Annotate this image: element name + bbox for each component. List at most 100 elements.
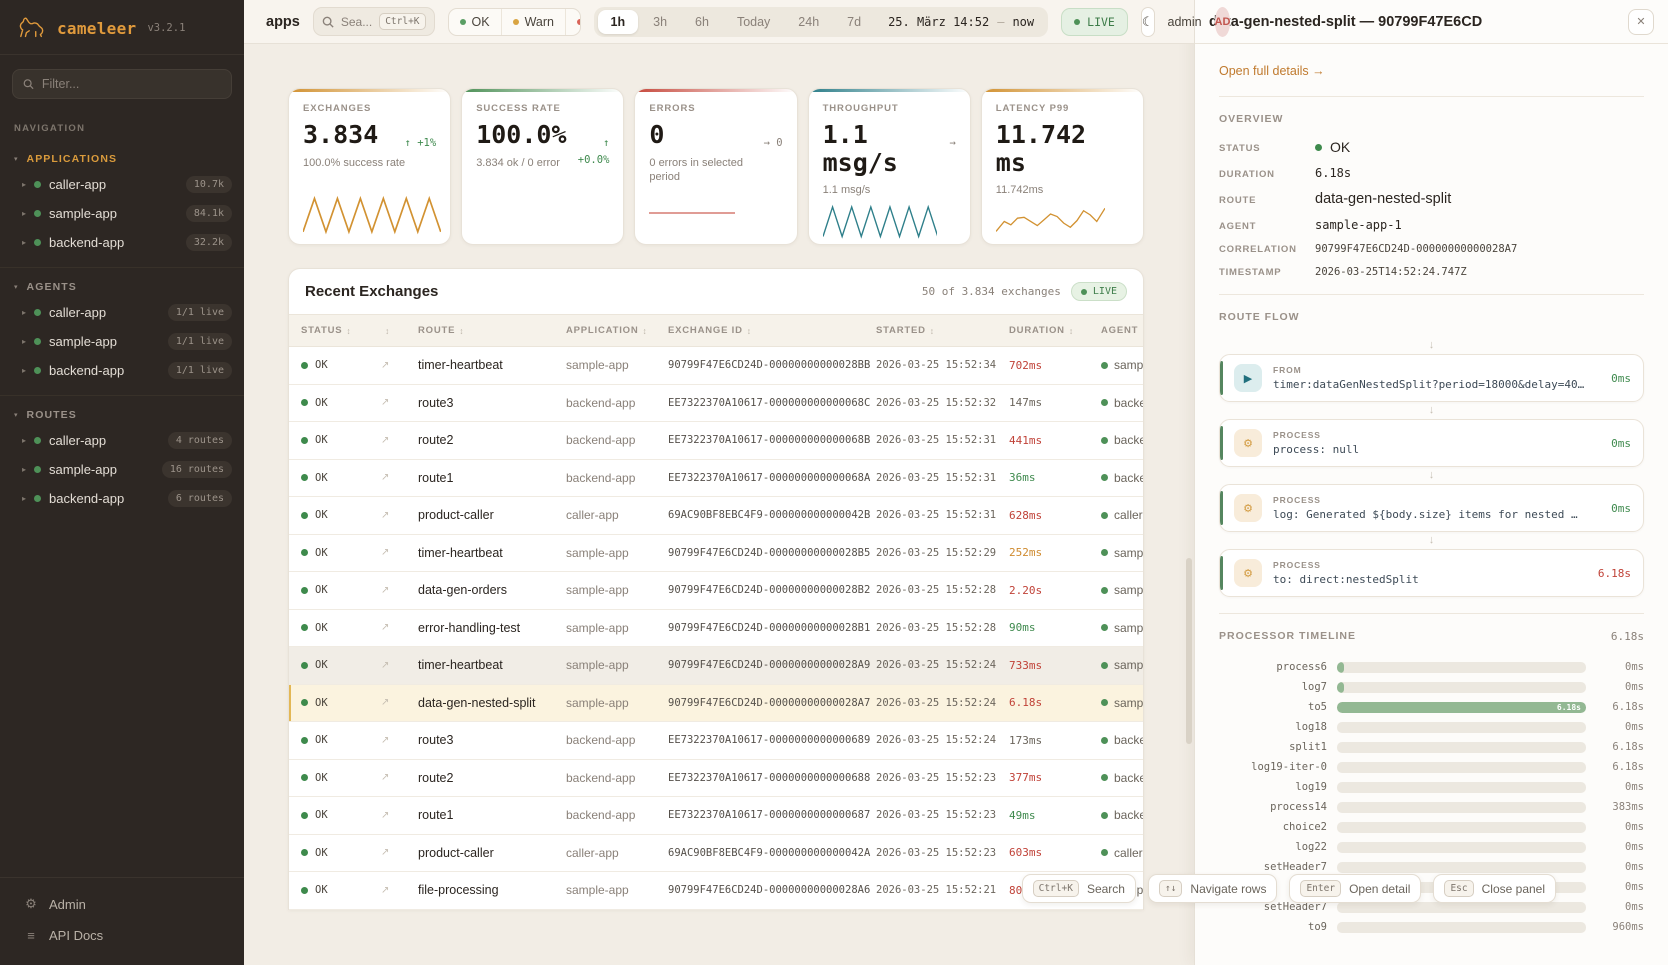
status-filter[interactable]: E xyxy=(566,9,580,35)
sort-icon: ↕ xyxy=(459,325,465,336)
flow-step-card[interactable]: ▶ FROM timer:dataGenNestedSplit?period=1… xyxy=(1219,354,1644,402)
theme-toggle-button[interactable]: ☾ xyxy=(1140,6,1155,37)
timeline-row[interactable]: log18 0ms xyxy=(1219,717,1644,737)
sidebar-item-route[interactable]: ▸ caller-app 4 routes xyxy=(0,426,244,455)
flow-step-card[interactable]: ⚙ PROCESS log: Generated ${body.size} it… xyxy=(1219,484,1644,532)
chevron-down-icon: ▾ xyxy=(14,412,18,419)
time-range-button[interactable]: 3h xyxy=(653,14,668,29)
kpi-card-errors[interactable]: ERRORS 0 → 0 0 errors in selected period xyxy=(634,88,798,245)
timeline-row[interactable]: to5 6.18s 6.18s xyxy=(1219,697,1644,717)
column-header[interactable]: AGENT xyxy=(1101,325,1139,336)
kpi-card-exchanges[interactable]: EXCHANGES 3.834 ↑ +1% 100.0% success rat… xyxy=(288,88,452,245)
timeline-row[interactable]: log22 0ms xyxy=(1219,837,1644,857)
table-row[interactable]: OK ↗ file-processing sample-app 90799F47… xyxy=(289,872,1143,910)
timeline-row[interactable]: choice2 0ms xyxy=(1219,817,1644,837)
agent-dot-icon xyxy=(1101,811,1108,819)
nav-section-header-agents[interactable]: ▾ AGENTS xyxy=(0,276,244,298)
avatar[interactable]: AD xyxy=(1214,6,1231,37)
time-range-button[interactable]: 1h xyxy=(597,9,639,34)
timeline-row[interactable]: log7 0ms xyxy=(1219,677,1644,697)
kpi-card-throughput[interactable]: THROUGHPUT 1.1 msg/s → 1.1 msg/s xyxy=(807,88,971,245)
time-range-button[interactable]: 6h xyxy=(695,14,709,29)
status-filter[interactable]: OK xyxy=(449,8,502,35)
table-row[interactable]: OK ↗ route2 backend-app EE7322370A10617-… xyxy=(289,760,1143,797)
keyboard-shortcut: Ctrl+K Search xyxy=(1021,874,1136,903)
table-row[interactable]: OK ↗ data-gen-orders sample-app 90799F47… xyxy=(289,572,1143,610)
column-header[interactable]: STATUS ↕ xyxy=(301,325,352,336)
kpi-card-success-rate[interactable]: SUCCESS RATE 100.0% ↑ +0.0% 3.834 ok / 0… xyxy=(461,88,625,245)
sidebar-item-agent[interactable]: ▸ sample-app 1/1 live xyxy=(0,327,244,356)
column-header[interactable]: ROUTE ↕ xyxy=(418,325,465,336)
sidebar-filter-input[interactable] xyxy=(41,77,221,91)
overview-row: DURATION 6.18s xyxy=(1219,166,1644,180)
exchange-count: 50 of 3.834 exchanges xyxy=(921,285,1061,298)
timeline-row[interactable]: setHeader7 0ms xyxy=(1219,857,1644,877)
status-dot-icon xyxy=(34,367,42,374)
flow-step-card[interactable]: ⚙ PROCESS process: null 0ms xyxy=(1219,419,1644,467)
sidebar-item-application[interactable]: ▸ backend-app 32.2k xyxy=(0,228,244,257)
table-row[interactable]: OK ↗ timer-heartbeat sample-app 90799F47… xyxy=(289,647,1143,685)
live-toggle-button[interactable]: LIVE xyxy=(1061,7,1128,36)
timeline-row[interactable]: log19 0ms xyxy=(1219,777,1644,797)
table-row[interactable]: OK ↗ data-gen-nested-split sample-app 90… xyxy=(289,684,1143,722)
timeline-row[interactable]: process14 383ms xyxy=(1219,797,1644,817)
time-range-button[interactable]: Today xyxy=(736,14,771,29)
nav-section-title: ROUTES xyxy=(26,409,77,421)
table-row[interactable]: OK ↗ timer-heartbeat sample-app 90799F47… xyxy=(289,535,1143,572)
flow-step: ↓ ▶ FROM timer:dataGenNestedSplit?period… xyxy=(1219,337,1644,402)
table-row[interactable]: OK ↗ route3 backend-app EE7322370A10617-… xyxy=(289,722,1143,760)
table-row[interactable]: OK ↗ route3 backend-app EE7322370A10617-… xyxy=(289,385,1143,422)
timeline-row[interactable]: split1 6.18s xyxy=(1219,737,1644,757)
routes-badge: 4 routes xyxy=(167,432,232,449)
sidebar-item-application[interactable]: ▸ sample-app 84.1k xyxy=(0,199,244,228)
route-cell: product-caller xyxy=(418,508,494,523)
sidebar-item-application[interactable]: ▸ caller-app 10.7k xyxy=(0,170,244,199)
route-cell: timer-heartbeat xyxy=(418,545,503,560)
sidebar-filter[interactable] xyxy=(12,69,232,99)
kpi-value: 11.742 ms xyxy=(995,120,1087,177)
timeline-row[interactable]: process6 0ms xyxy=(1219,657,1644,677)
table-row[interactable]: OK ↗ error-handling-test sample-app 9079… xyxy=(289,610,1143,647)
timeline-row[interactable]: setHeader7 0ms xyxy=(1219,897,1644,917)
table-row[interactable]: OK ↗ product-caller caller-app 69AC90BF8… xyxy=(289,835,1143,872)
sidebar-item-route[interactable]: ▸ backend-app 6 routes xyxy=(0,484,244,513)
agent-dot-icon xyxy=(1101,736,1108,744)
column-header[interactable]: EXCHANGE ID ↕ xyxy=(668,325,752,336)
timeline-row[interactable]: to9 960ms xyxy=(1219,917,1644,937)
table-row[interactable]: OK ↗ timer-heartbeat sample-app 90799F47… xyxy=(289,347,1143,385)
status-filter[interactable]: Warn xyxy=(502,8,566,35)
sidebar-item-route[interactable]: ▸ sample-app 16 routes xyxy=(0,455,244,484)
timeline-row[interactable]: log19-iter-0 6.18s xyxy=(1219,757,1644,777)
flow-step-card[interactable]: ⚙ PROCESS to: direct:nestedSplit 6.18s xyxy=(1219,549,1644,597)
table-row[interactable]: OK ↗ route1 backend-app EE7322370A10617-… xyxy=(289,797,1143,835)
column-header[interactable]: APPLICATION ↕ xyxy=(566,325,648,336)
sidebar-footer-item[interactable]: ⚙ Admin xyxy=(0,888,244,920)
search-input[interactable]: Sea... Ctrl+K xyxy=(312,7,435,36)
step-endpoint: log: Generated ${body.size} items for ne… xyxy=(1273,508,1578,521)
table-row[interactable]: OK ↗ product-caller caller-app 69AC90BF8… xyxy=(289,497,1143,535)
kpi-card-latency[interactable]: LATENCY P99 11.742 ms 11.742ms xyxy=(980,88,1144,245)
column-header[interactable]: STARTED ↕ xyxy=(876,325,935,336)
agent-cell: backen xyxy=(1101,733,1143,747)
table-row[interactable]: OK ↗ route1 backend-app EE7322370A10617-… xyxy=(289,460,1143,497)
open-full-details-link[interactable]: Open full details → xyxy=(1219,64,1325,78)
chevron-down-icon: ▾ xyxy=(14,284,18,291)
application-cell: caller-app xyxy=(566,845,619,860)
sidebar-item-agent[interactable]: ▸ caller-app 1/1 live xyxy=(0,298,244,327)
sidebar-item-agent[interactable]: ▸ backend-app 1/1 live xyxy=(0,356,244,385)
time-range-button[interactable]: 7d xyxy=(847,14,862,29)
kpi-delta: ↑ +1% xyxy=(404,137,437,149)
date-range[interactable]: 25. März 14:52 — now xyxy=(888,15,1034,29)
sidebar-footer-item[interactable]: ≡ API Docs xyxy=(0,920,244,951)
time-range-button[interactable]: 24h xyxy=(798,14,820,29)
close-panel-button[interactable]: ✕ xyxy=(1628,8,1654,35)
column-header[interactable]: ↕ xyxy=(381,326,418,336)
nav-section-header-applications[interactable]: ▾ APPLICATIONS xyxy=(0,148,244,170)
route-cell: data-gen-nested-split xyxy=(418,695,536,710)
table-row[interactable]: OK ↗ route2 backend-app EE7322370A10617-… xyxy=(289,422,1143,460)
context-tab-apps[interactable]: apps xyxy=(266,13,300,30)
column-header[interactable]: DURATION ↕ xyxy=(1009,325,1074,336)
route-cell: product-caller xyxy=(418,845,494,860)
nav-section-header-routes[interactable]: ▾ ROUTES xyxy=(0,404,244,426)
scrollbar-thumb[interactable] xyxy=(1186,558,1192,744)
